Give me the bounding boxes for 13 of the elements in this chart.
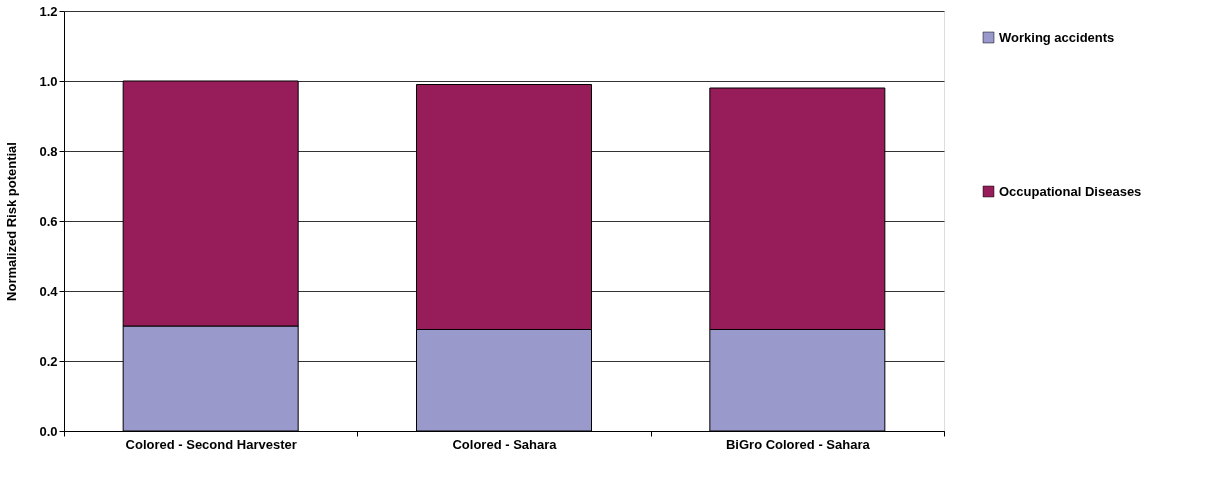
y-tick-label: 0.2 bbox=[39, 353, 58, 369]
legend-label: Occupational Diseases bbox=[999, 183, 1142, 199]
y-tick-label: 1.0 bbox=[39, 73, 58, 89]
x-tick-label: BiGro Colored - Sahara bbox=[725, 436, 871, 452]
y-tick-label: 0.4 bbox=[39, 283, 59, 299]
x-tick-label: Colored - Sahara bbox=[452, 436, 558, 452]
y-tick-label: 0.0 bbox=[39, 423, 58, 439]
y-axis-title: Normalized Risk potential bbox=[4, 142, 20, 301]
x-tick-label: Colored - Second Harvester bbox=[125, 436, 297, 452]
legend-label: Working accidents bbox=[999, 29, 1115, 45]
y-tick-label: 1.2 bbox=[39, 3, 58, 19]
y-tick-label: 0.6 bbox=[39, 213, 58, 229]
y-tick-label: 0.8 bbox=[39, 143, 58, 159]
